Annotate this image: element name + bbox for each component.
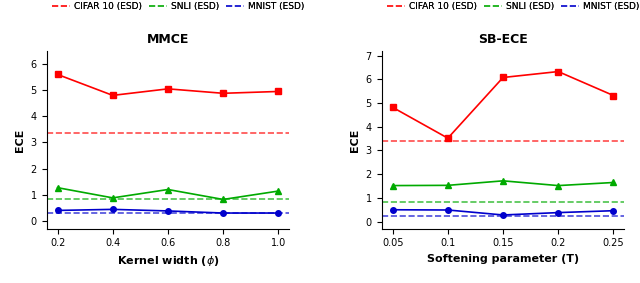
SNLI (MMCE)	[109, 196, 116, 200]
SNLI (MMCE)	[220, 198, 227, 201]
X-axis label: Softening parameter (T): Softening parameter (T)	[427, 254, 579, 264]
SNLI (SB-ECE)	[499, 179, 507, 183]
CIFAR 10 (SB-ECE)	[444, 136, 452, 140]
Y-axis label: ECE: ECE	[15, 128, 25, 151]
CIFAR 10 (MMCE)	[220, 92, 227, 95]
CIFAR 10 (MMCE)	[275, 90, 282, 93]
SNLI (SB-ECE)	[554, 184, 562, 187]
Y-axis label: ECE: ECE	[350, 128, 360, 151]
Line: MNIST (MMCE): MNIST (MMCE)	[55, 207, 281, 216]
MNIST (SB-ECE)	[389, 208, 397, 211]
MNIST (MMCE)	[164, 209, 172, 213]
SNLI (SB-ECE)	[444, 184, 452, 187]
Line: MNIST (SB-ECE): MNIST (SB-ECE)	[390, 207, 616, 218]
CIFAR 10 (SB-ECE)	[554, 70, 562, 73]
Line: CIFAR 10 (MMCE): CIFAR 10 (MMCE)	[55, 72, 281, 98]
SNLI (MMCE)	[164, 188, 172, 191]
SNLI (SB-ECE)	[389, 184, 397, 187]
MNIST (MMCE)	[54, 209, 61, 212]
CIFAR 10 (MMCE)	[164, 87, 172, 91]
Title: SB-ECE: SB-ECE	[478, 33, 528, 46]
CIFAR 10 (SB-ECE)	[499, 76, 507, 79]
MNIST (SB-ECE)	[554, 211, 562, 214]
Legend: CIFAR 10 (ESD), SNLI (ESD), MNIST (ESD): CIFAR 10 (ESD), SNLI (ESD), MNIST (ESD)	[384, 0, 640, 15]
MNIST (SB-ECE)	[444, 208, 452, 212]
X-axis label: Kernel width ($\phi$): Kernel width ($\phi$)	[116, 254, 219, 268]
SNLI (MMCE)	[54, 186, 61, 189]
SNLI (SB-ECE)	[609, 181, 617, 184]
MNIST (SB-ECE)	[499, 213, 507, 217]
CIFAR 10 (SB-ECE)	[609, 94, 617, 97]
Line: SNLI (SB-ECE): SNLI (SB-ECE)	[389, 177, 617, 189]
MNIST (SB-ECE)	[609, 209, 617, 213]
CIFAR 10 (MMCE)	[109, 94, 116, 97]
MNIST (MMCE)	[275, 211, 282, 215]
MNIST (MMCE)	[109, 208, 116, 211]
Legend: CIFAR 10 (ESD), SNLI (ESD), MNIST (ESD): CIFAR 10 (ESD), SNLI (ESD), MNIST (ESD)	[49, 0, 308, 15]
Line: SNLI (MMCE): SNLI (MMCE)	[54, 184, 282, 203]
CIFAR 10 (SB-ECE)	[389, 106, 397, 109]
Title: MMCE: MMCE	[147, 33, 189, 46]
SNLI (MMCE)	[275, 189, 282, 193]
MNIST (MMCE)	[220, 211, 227, 215]
Line: CIFAR 10 (SB-ECE): CIFAR 10 (SB-ECE)	[390, 69, 616, 141]
CIFAR 10 (MMCE)	[54, 73, 61, 76]
